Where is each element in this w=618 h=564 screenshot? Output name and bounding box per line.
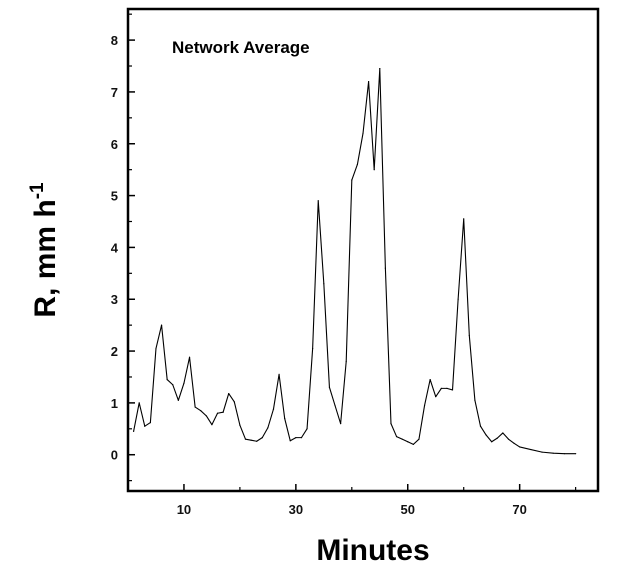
data-point <box>502 432 504 434</box>
data-point <box>211 424 213 426</box>
data-point <box>345 360 347 363</box>
data-point <box>284 417 286 420</box>
data-point <box>278 373 280 375</box>
data-point <box>177 399 179 401</box>
y-tick-label: 2 <box>111 344 118 359</box>
data-point <box>317 200 319 202</box>
data-point <box>468 334 470 337</box>
y-tick-label: 7 <box>111 85 118 100</box>
y-axis-title: R, mm h-1 <box>27 182 62 318</box>
data-point <box>205 415 207 417</box>
data-point <box>340 423 342 425</box>
y-axis-title-main: R, mm h <box>29 199 62 317</box>
data-point <box>362 132 364 134</box>
data-point <box>451 389 454 391</box>
x-axis-title: Minutes <box>316 534 429 564</box>
data-point <box>222 411 224 413</box>
data-point <box>172 384 174 386</box>
data-point <box>356 163 358 166</box>
data-point <box>373 169 375 171</box>
data-point <box>272 408 275 410</box>
data-point <box>496 437 498 439</box>
data-point <box>563 453 566 455</box>
data-point <box>295 437 297 439</box>
data-point <box>306 428 308 430</box>
data-point <box>479 425 482 427</box>
data-point <box>530 448 532 451</box>
data-point <box>300 437 303 439</box>
data-point <box>418 438 420 440</box>
data-point <box>228 392 230 395</box>
x-tick-label: 30 <box>289 502 303 517</box>
data-point <box>485 434 487 436</box>
data-point <box>423 404 426 407</box>
data-point <box>194 406 196 408</box>
data-point <box>379 68 381 70</box>
data-point <box>244 438 247 440</box>
data-point <box>390 423 392 425</box>
data-point <box>323 283 325 285</box>
data-point <box>507 438 510 440</box>
data-point <box>250 439 252 441</box>
data-point <box>412 443 414 445</box>
y-tick-label: 3 <box>111 292 118 307</box>
data-point <box>334 404 336 407</box>
data-point <box>384 267 386 269</box>
y-axis-title-superscript: -1 <box>27 182 48 199</box>
data-point <box>144 425 146 427</box>
data-point <box>368 80 370 83</box>
y-tick-label: 8 <box>111 33 118 48</box>
data-point <box>239 424 241 426</box>
y-tick-label: 1 <box>111 396 118 411</box>
data-point <box>155 347 157 350</box>
data-point <box>401 438 403 440</box>
data-point <box>188 356 191 358</box>
data-point <box>513 442 515 444</box>
data-point <box>328 386 331 388</box>
x-tick-label: 70 <box>512 502 526 517</box>
y-axis: 0 1 2 3 4 5 6 7 8 <box>111 13 135 482</box>
y-tick-label: 4 <box>111 240 119 255</box>
data-point <box>256 440 258 442</box>
data-point <box>200 410 202 412</box>
data-point <box>395 435 398 438</box>
y-tick-label: 0 <box>111 448 118 463</box>
data-point <box>575 453 577 455</box>
data-point <box>446 387 448 389</box>
data-point <box>138 402 140 404</box>
data-point <box>519 446 521 448</box>
x-axis: 10 30 50 70 <box>177 484 577 517</box>
data-point <box>183 382 185 384</box>
data-point <box>552 452 554 454</box>
data-point <box>429 378 431 381</box>
data-point <box>435 396 437 398</box>
data-point <box>233 401 235 403</box>
x-tick-label: 10 <box>177 502 191 517</box>
data-point <box>166 378 168 381</box>
y-tick-label: 5 <box>111 189 118 204</box>
data-point <box>457 298 459 300</box>
data-points <box>133 68 577 455</box>
x-tick-label: 50 <box>401 502 415 517</box>
data-point <box>440 387 442 389</box>
data-point <box>312 347 314 350</box>
data-point <box>474 399 476 401</box>
annotation-label: Network Average <box>172 38 310 57</box>
data-point <box>463 218 465 220</box>
data-point <box>491 441 493 443</box>
data-point <box>160 324 163 326</box>
plot-frame <box>126 7 600 493</box>
data-point <box>541 451 543 453</box>
data-point <box>216 412 219 414</box>
data-point <box>267 427 269 429</box>
data-point <box>289 440 291 442</box>
series-line <box>133 68 576 455</box>
data-point <box>149 421 151 424</box>
data-point <box>261 437 263 439</box>
data-point <box>407 441 409 443</box>
data-point <box>351 179 353 181</box>
data-point <box>133 430 135 432</box>
y-tick-label: 6 <box>111 137 118 152</box>
